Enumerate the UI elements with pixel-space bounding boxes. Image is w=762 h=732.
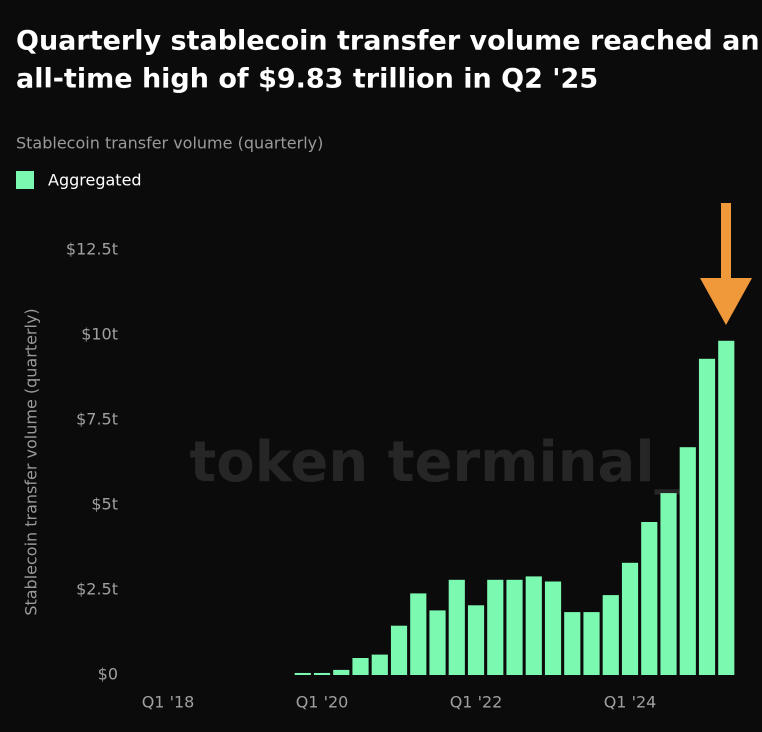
bar bbox=[544, 581, 562, 675]
bar bbox=[564, 612, 581, 675]
x-tick-label: Q1 '18 bbox=[142, 693, 195, 712]
bar bbox=[506, 579, 523, 675]
bar bbox=[602, 595, 619, 675]
bar bbox=[371, 654, 388, 675]
y-tick-label: $5t bbox=[91, 495, 118, 514]
bar bbox=[448, 579, 465, 675]
highlight-arrow bbox=[700, 203, 752, 325]
arrow-head bbox=[700, 278, 752, 325]
bar bbox=[390, 625, 408, 675]
y-tick-label: $0 bbox=[98, 665, 118, 684]
chart-title: all-time high of $9.83 trillion in Q2 '2… bbox=[16, 64, 598, 95]
x-tick-label: Q1 '20 bbox=[296, 693, 349, 712]
x-tick-label: Q1 '22 bbox=[450, 693, 503, 712]
bar bbox=[583, 612, 600, 675]
y-tick-label: $7.5t bbox=[76, 410, 118, 429]
bar bbox=[698, 358, 716, 675]
chart-subtitle: Stablecoin transfer volume (quarterly) bbox=[16, 134, 323, 153]
bar bbox=[352, 658, 369, 675]
bar bbox=[679, 447, 696, 675]
y-tick-label: $10t bbox=[81, 325, 118, 344]
bar bbox=[487, 579, 504, 675]
bar bbox=[333, 669, 350, 675]
bar bbox=[525, 576, 542, 675]
bar bbox=[313, 672, 331, 675]
y-tick-label: $2.5t bbox=[76, 580, 118, 599]
bar bbox=[410, 593, 427, 675]
bar bbox=[294, 672, 311, 675]
watermark: token terminal_ bbox=[189, 430, 682, 495]
bar bbox=[467, 605, 485, 675]
legend-swatch bbox=[16, 171, 34, 189]
bar bbox=[429, 610, 446, 675]
x-tick-label: Q1 '24 bbox=[604, 693, 657, 712]
bar bbox=[621, 562, 639, 675]
bar bbox=[660, 493, 677, 675]
bar bbox=[641, 522, 658, 675]
y-axis-label: Stablecoin transfer volume (quarterly) bbox=[22, 308, 41, 615]
y-tick-label: $12.5t bbox=[66, 240, 118, 259]
chart-title: Quarterly stablecoin transfer volume rea… bbox=[16, 26, 760, 57]
bar bbox=[718, 340, 735, 675]
legend-label: Aggregated bbox=[48, 171, 142, 190]
arrow-shaft bbox=[721, 203, 731, 281]
